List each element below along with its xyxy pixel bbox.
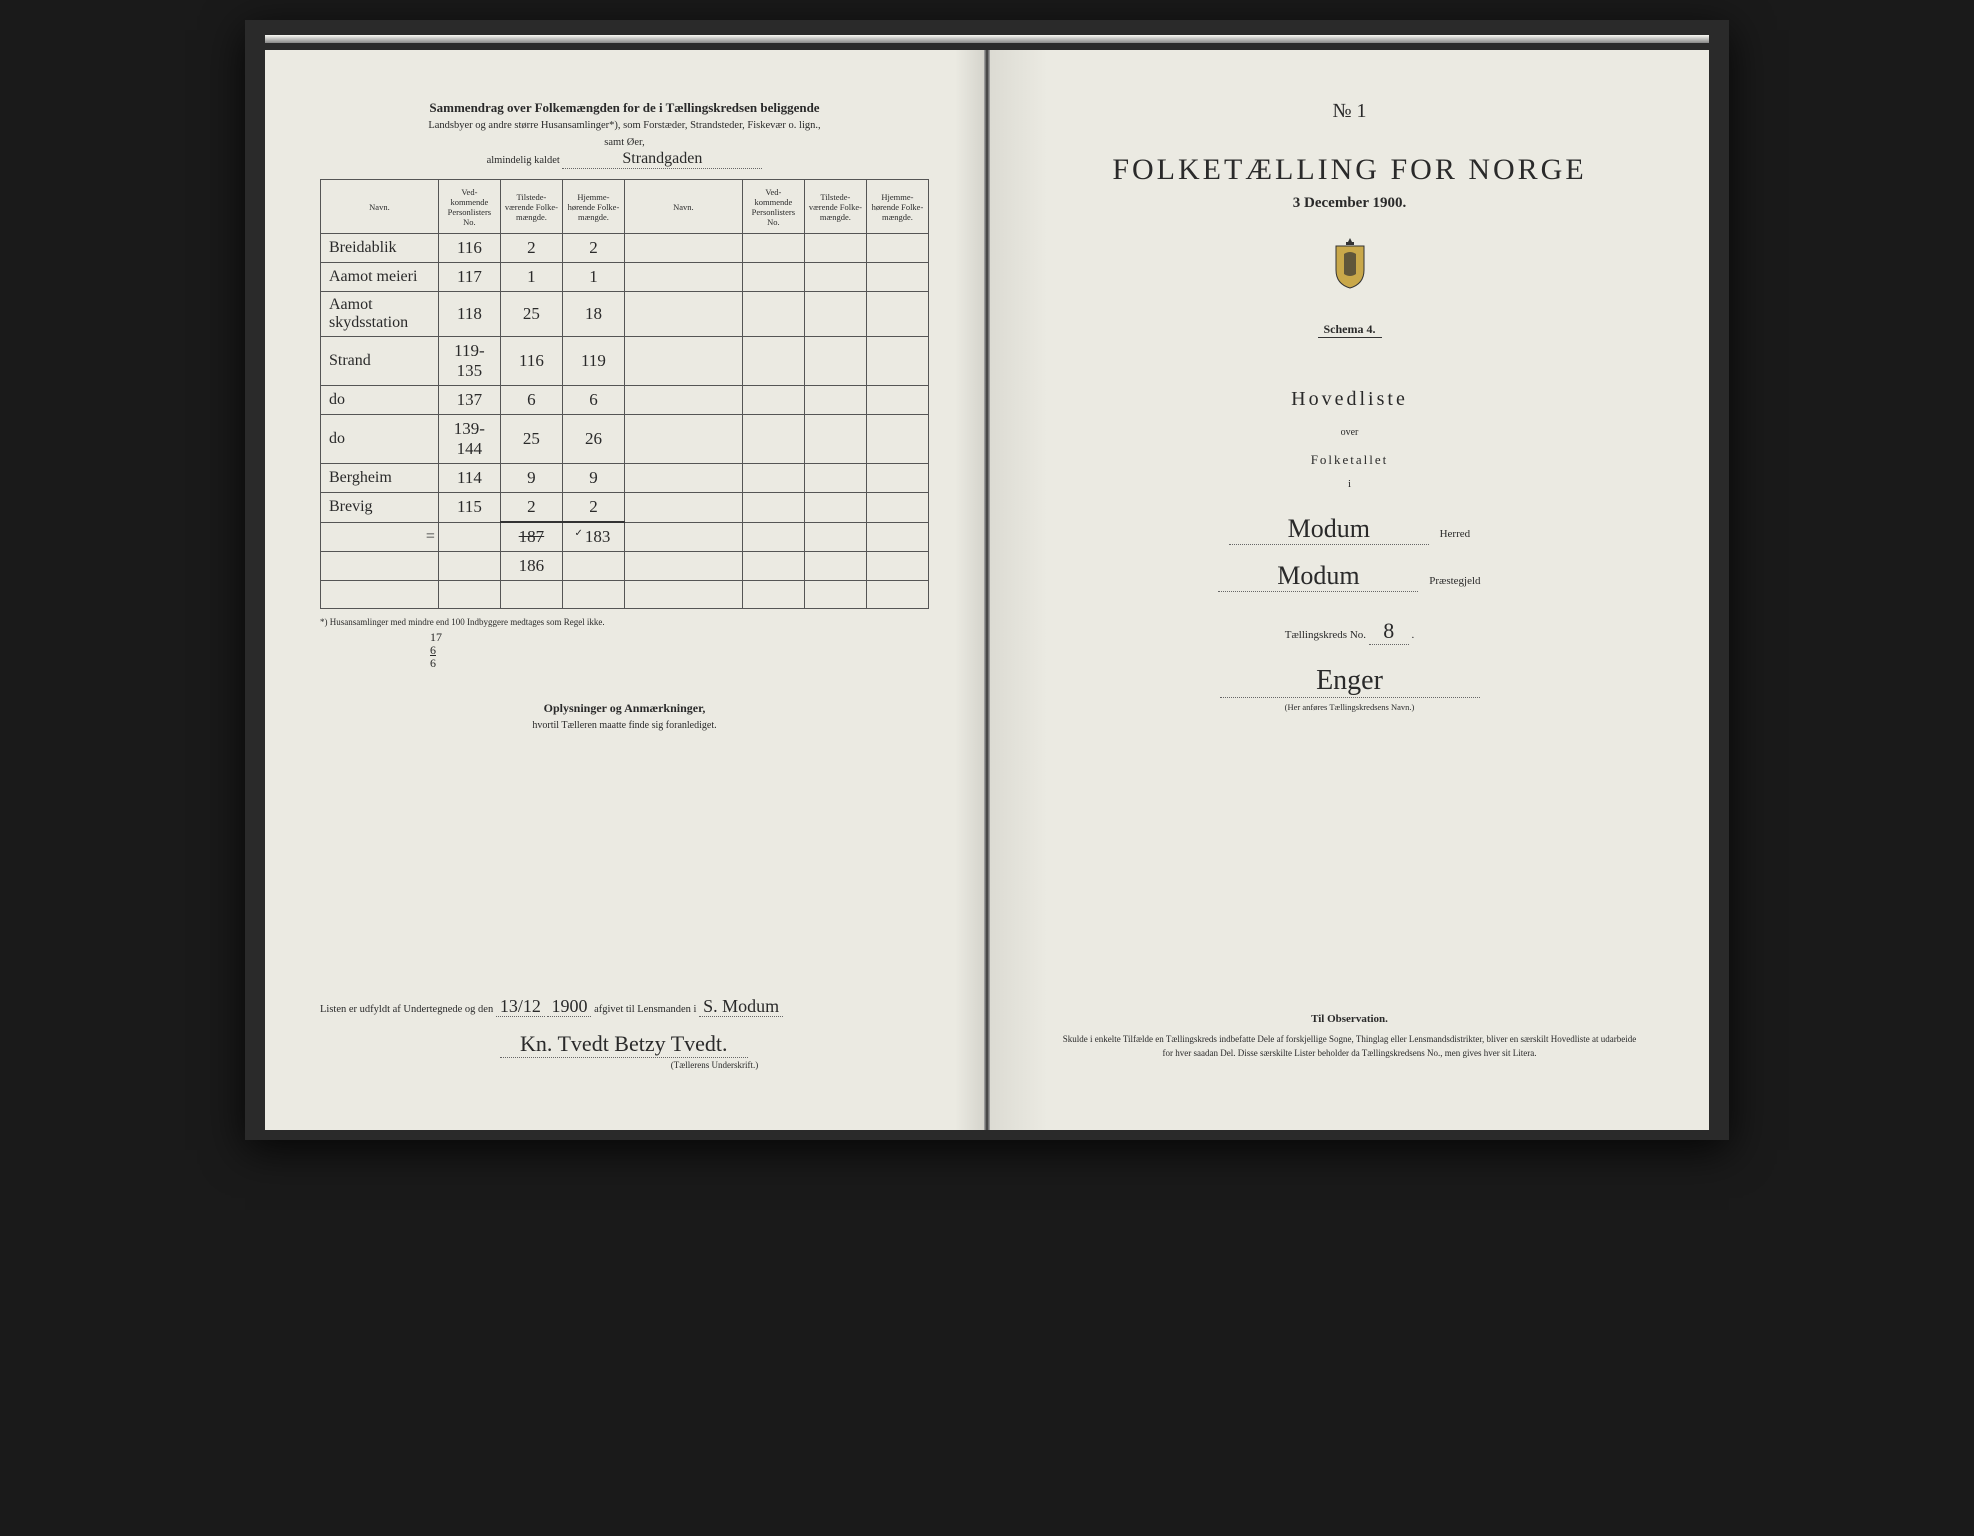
kreds-name: Enger: [1220, 665, 1480, 698]
listen-line: Listen er udfyldt af Undertegnede og den…: [320, 996, 929, 1017]
corr-row: 186: [321, 552, 929, 581]
table-row: Strand119-135116119: [321, 337, 929, 386]
table-row: Aamot meieri11711: [321, 263, 929, 292]
kreds-no: 8: [1369, 618, 1409, 645]
kreds-caption: (Her anføres Tællingskredsens Navn.): [1045, 702, 1654, 712]
praestegjeld-line: Modum Præstegjeld: [1045, 561, 1654, 592]
book-spread: Sammendrag over Folkemængden for de i Tæ…: [245, 20, 1729, 1140]
th-tilstede: Tilstede- værende Folke- mængde.: [500, 180, 562, 234]
margin-calculation: 17 6 6: [430, 631, 929, 671]
oplysninger-title: Oplysninger og Anmærkninger,: [320, 701, 929, 716]
sum-h: 183: [562, 522, 624, 552]
th-no-2: Ved- kommende Personlisters No.: [742, 180, 804, 234]
th-navn: Navn.: [321, 180, 439, 234]
samt-label: samt Øer,: [320, 137, 929, 148]
over-label: over: [1045, 427, 1654, 438]
table-row: Breidablik11622: [321, 234, 929, 263]
table-row: Brevig11522: [321, 493, 929, 523]
signature: Kn. Tvedt Betzy Tvedt.: [500, 1031, 748, 1058]
listen-date: 13/12: [496, 996, 545, 1017]
listen-place: S. Modum: [699, 996, 783, 1017]
summary-title: Sammendrag over Folkemængden for de i Tæ…: [320, 100, 929, 116]
herred-value: Modum: [1229, 514, 1429, 545]
hovedliste-title: Hovedliste: [1045, 388, 1654, 411]
bottom-block: Listen er udfyldt af Undertegnede og den…: [320, 996, 929, 1070]
footnote: *) Husansamlinger med mindre end 100 Ind…: [320, 617, 929, 627]
census-table: Navn. Ved- kommende Personlisters No. Ti…: [320, 179, 929, 609]
table-row: do13766: [321, 386, 929, 415]
coat-of-arms-icon: [1328, 236, 1372, 290]
table-row: Bergheim11499: [321, 464, 929, 493]
observation-title: Til Observation.: [1060, 1013, 1639, 1025]
th-hjemme: Hjemme- hørende Folke- mængde.: [562, 180, 624, 234]
sum-row: =187183: [321, 522, 929, 552]
listen-year: 1900: [547, 996, 591, 1017]
signature-caption: (Tællerens Underskrift.): [500, 1060, 929, 1070]
census-tbody: Breidablik11622 Aamot meieri11711 Aamot …: [321, 234, 929, 609]
kaldet-line: almindelig kaldet Strandgaden: [320, 150, 929, 169]
observation-text: Skulde i enkelte Tilfælde en Tællingskre…: [1060, 1033, 1639, 1060]
table-row: do139-1442526: [321, 415, 929, 464]
th-tilstede-2: Tilstede- værende Folke- mængde.: [804, 180, 866, 234]
kreds-no-line: Tællingskreds No. 8 .: [1045, 618, 1654, 645]
left-page: Sammendrag over Folkemængden for de i Tæ…: [265, 50, 985, 1130]
th-navn-2: Navn.: [624, 180, 742, 234]
observation-block: Til Observation. Skulde i enkelte Tilfæl…: [1060, 1013, 1639, 1060]
sum-t-corr: 186: [500, 552, 562, 581]
herred-line: Modum Herred: [1045, 514, 1654, 545]
summary-subtitle: Landsbyer og andre større Husansamlinger…: [320, 120, 929, 131]
schema-label: Schema 4.: [1318, 322, 1382, 338]
sum-t: 187: [500, 522, 562, 552]
right-page: № 1 FOLKETÆLLING FOR NORGE 3 December 19…: [989, 50, 1709, 1130]
table-row: [321, 581, 929, 609]
praeste-label: Præstegjeld: [1429, 575, 1480, 587]
census-date: 3 December 1900.: [1045, 195, 1654, 212]
page-number: № 1: [1045, 100, 1654, 123]
herred-label: Herred: [1440, 528, 1471, 540]
th-no: Ved- kommende Personlisters No.: [438, 180, 500, 234]
i-label: i: [1045, 478, 1654, 490]
kaldet-label: almindelig kaldet: [487, 155, 560, 166]
oplysninger-sub: hvortil Tælleren maatte finde sig foranl…: [320, 720, 929, 731]
kaldet-value: Strandgaden: [562, 150, 762, 169]
table-row: Aamot skydsstation1182518: [321, 292, 929, 337]
th-hjemme-2: Hjemme- hørende Folke- mængde.: [866, 180, 928, 234]
folketallet-label: Folketallet: [1045, 452, 1654, 468]
main-title: FOLKETÆLLING FOR NORGE: [1045, 153, 1654, 187]
praeste-value: Modum: [1218, 561, 1418, 592]
